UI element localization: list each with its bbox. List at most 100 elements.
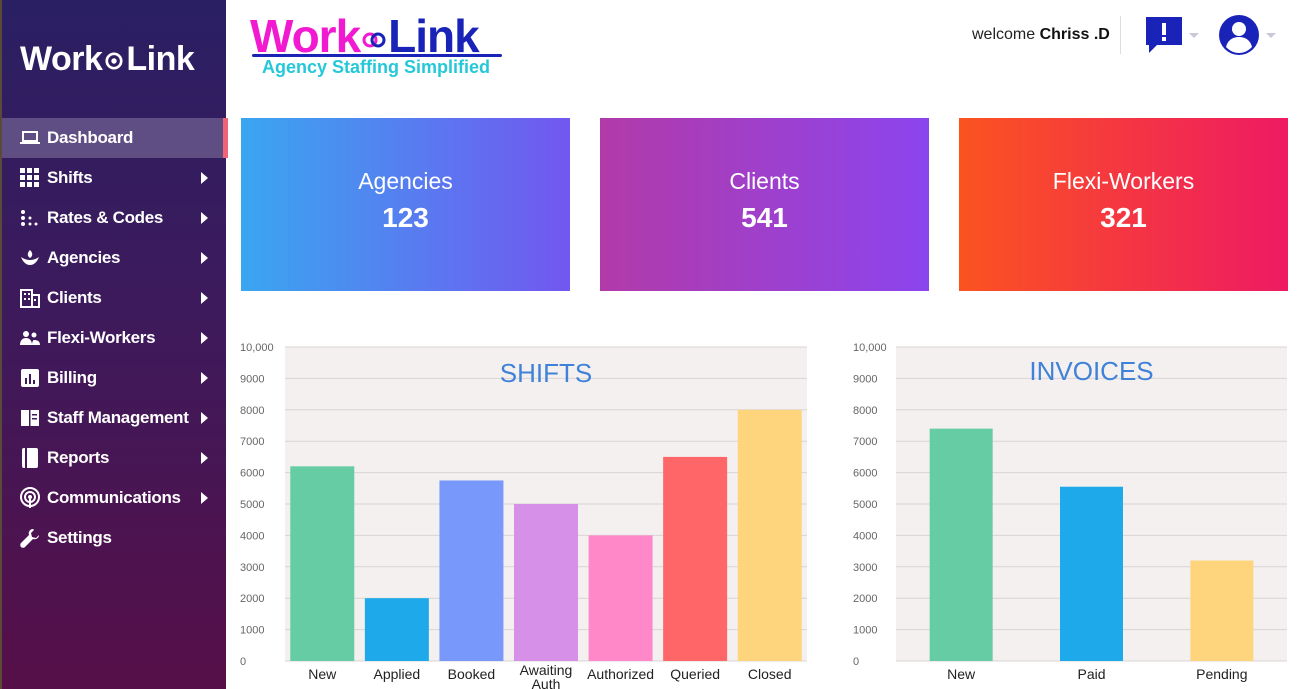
sidebar: Work Link Dashboard Shifts Rates & Codes bbox=[0, 0, 228, 689]
x-tick-label: Booked bbox=[448, 666, 495, 682]
brand-name-work: Work bbox=[250, 10, 361, 62]
y-tick-label: 10,000 bbox=[240, 342, 274, 354]
x-tick-label: Paid bbox=[1077, 666, 1105, 682]
stat-card-value: 321 bbox=[1100, 202, 1147, 233]
shifts-bar[interactable] bbox=[663, 456, 728, 661]
chart-title: SHIFTS bbox=[500, 358, 592, 388]
invoices-bar[interactable] bbox=[1190, 560, 1254, 661]
chevron-down-icon[interactable] bbox=[1266, 33, 1276, 38]
sidebar-item-communications[interactable]: Communications bbox=[2, 478, 228, 518]
brand-underline bbox=[252, 54, 502, 57]
chevron-down-icon[interactable] bbox=[1189, 33, 1199, 38]
shifts-bar[interactable] bbox=[588, 535, 653, 661]
stat-card-clients[interactable]: Clients 541 bbox=[600, 118, 929, 291]
welcome-prefix: welcome bbox=[972, 26, 1036, 43]
sidebar-item-label: Agencies bbox=[47, 248, 121, 267]
x-tick-label: Awaiting Auth bbox=[520, 662, 573, 689]
brand-logo[interactable]: Work Link Agency Staffing Simplified bbox=[250, 10, 510, 85]
sidebar-item-agencies[interactable]: Agencies bbox=[2, 238, 228, 278]
globe-link-icon bbox=[105, 51, 123, 70]
stat-card-title: Agencies bbox=[358, 168, 453, 194]
shifts-bar[interactable] bbox=[364, 598, 429, 661]
invoices-bar[interactable] bbox=[1060, 486, 1123, 661]
book-icon bbox=[19, 407, 41, 429]
shifts-bar[interactable] bbox=[439, 480, 504, 661]
shifts-bar[interactable] bbox=[514, 504, 578, 661]
sidebar-item-clients[interactable]: Clients bbox=[2, 278, 228, 318]
sidebar-item-rates-codes[interactable]: Rates & Codes bbox=[2, 198, 228, 238]
chevron-right-icon bbox=[201, 332, 208, 344]
chevron-right-icon bbox=[201, 172, 208, 184]
shifts-bar[interactable] bbox=[290, 466, 355, 661]
sidebar-item-label: Rates & Codes bbox=[47, 208, 164, 227]
stat-card-value: 123 bbox=[382, 202, 429, 233]
sidebar-item-dashboard[interactable]: Dashboard bbox=[2, 118, 228, 158]
sidebar-item-flexi-workers[interactable]: Flexi-Workers bbox=[2, 318, 228, 358]
shifts-bar[interactable] bbox=[737, 409, 802, 661]
chevron-right-icon bbox=[201, 372, 208, 384]
y-tick-label: 4000 bbox=[853, 530, 877, 542]
y-tick-label: 2000 bbox=[853, 593, 877, 605]
stat-card-agencies[interactable]: Agencies 123 bbox=[241, 118, 570, 291]
user-name: Chriss .D bbox=[1039, 26, 1110, 43]
grid-icon bbox=[19, 167, 41, 189]
user-menu-button[interactable] bbox=[1218, 14, 1260, 56]
x-tick-label: Pending bbox=[1196, 666, 1247, 682]
y-tick-label: 8000 bbox=[853, 405, 877, 417]
alerts-button[interactable] bbox=[1145, 16, 1183, 54]
dots-icon bbox=[19, 207, 41, 229]
podcast-icon bbox=[19, 487, 41, 509]
people-icon bbox=[19, 327, 41, 349]
y-tick-label: 9000 bbox=[853, 373, 877, 385]
y-tick-label: 4000 bbox=[240, 530, 264, 542]
link-swirl-icon bbox=[362, 32, 386, 48]
sidebar-item-label: Dashboard bbox=[47, 128, 134, 147]
y-tick-label: 10,000 bbox=[853, 342, 887, 354]
sidebar-item-billing[interactable]: Billing bbox=[2, 358, 228, 398]
y-tick-label: 2000 bbox=[240, 593, 264, 605]
sidebar-item-label: Communications bbox=[47, 488, 181, 507]
sidebar-item-label: Staff Management bbox=[47, 408, 189, 427]
chevron-right-icon bbox=[201, 452, 208, 464]
logo-text-work: Work bbox=[20, 40, 103, 78]
brand-name-link: Link bbox=[388, 10, 480, 62]
y-tick-label: 5000 bbox=[853, 499, 877, 511]
stat-card-flexi-workers[interactable]: Flexi-Workers 321 bbox=[959, 118, 1288, 291]
laptop-icon bbox=[19, 127, 41, 149]
sidebar-item-staff-management[interactable]: Staff Management bbox=[2, 398, 228, 438]
sidebar-item-label: Shifts bbox=[47, 168, 93, 187]
sidebar-item-shifts[interactable]: Shifts bbox=[2, 158, 228, 198]
wrench-icon bbox=[19, 527, 41, 549]
y-tick-label: 3000 bbox=[853, 562, 877, 574]
brand-name: Work Link bbox=[250, 10, 480, 62]
y-tick-label: 3000 bbox=[240, 562, 264, 574]
x-tick-label: Queried bbox=[670, 666, 720, 682]
shifts-chart-svg: 0 1000 2000 3000 4000 5000 6000 7000 8000 9000 10,… bbox=[240, 342, 807, 689]
chart-title: INVOICES bbox=[1029, 356, 1153, 386]
sidebar-item-reports[interactable]: Reports bbox=[2, 438, 228, 478]
y-tick-label: 9000 bbox=[240, 373, 264, 385]
sidebar-item-settings[interactable]: Settings bbox=[2, 518, 228, 558]
y-tick-label: 1000 bbox=[240, 625, 264, 637]
x-tick-label: New bbox=[308, 666, 337, 682]
building-icon bbox=[19, 287, 41, 309]
y-tick-label: 6000 bbox=[240, 468, 264, 480]
chevron-right-icon bbox=[201, 252, 208, 264]
y-tick-label: 7000 bbox=[240, 436, 264, 448]
account-circle-icon bbox=[1219, 15, 1259, 55]
sidebar-logo[interactable]: Work Link bbox=[20, 40, 195, 79]
y-tick-label: 7000 bbox=[853, 436, 877, 448]
x-tick-label: Closed bbox=[748, 666, 792, 682]
header-divider bbox=[1120, 16, 1121, 54]
report-book-icon bbox=[19, 447, 41, 469]
y-tick-label: 8000 bbox=[240, 405, 264, 417]
shifts-chart: 0 1000 2000 3000 4000 5000 6000 7000 8000 9000 10,… bbox=[232, 335, 812, 689]
sidebar-item-label: Flexi-Workers bbox=[47, 328, 156, 347]
welcome-text: welcome Chriss .D bbox=[972, 26, 1110, 44]
bar-chart-icon bbox=[19, 367, 41, 389]
chevron-right-icon bbox=[201, 292, 208, 304]
invoices-bar[interactable] bbox=[929, 428, 993, 661]
stat-card-title: Flexi-Workers bbox=[1052, 168, 1195, 194]
hand-plant-icon bbox=[19, 247, 41, 269]
sidebar-nav: Dashboard Shifts Rates & Codes Agencies bbox=[2, 118, 228, 558]
